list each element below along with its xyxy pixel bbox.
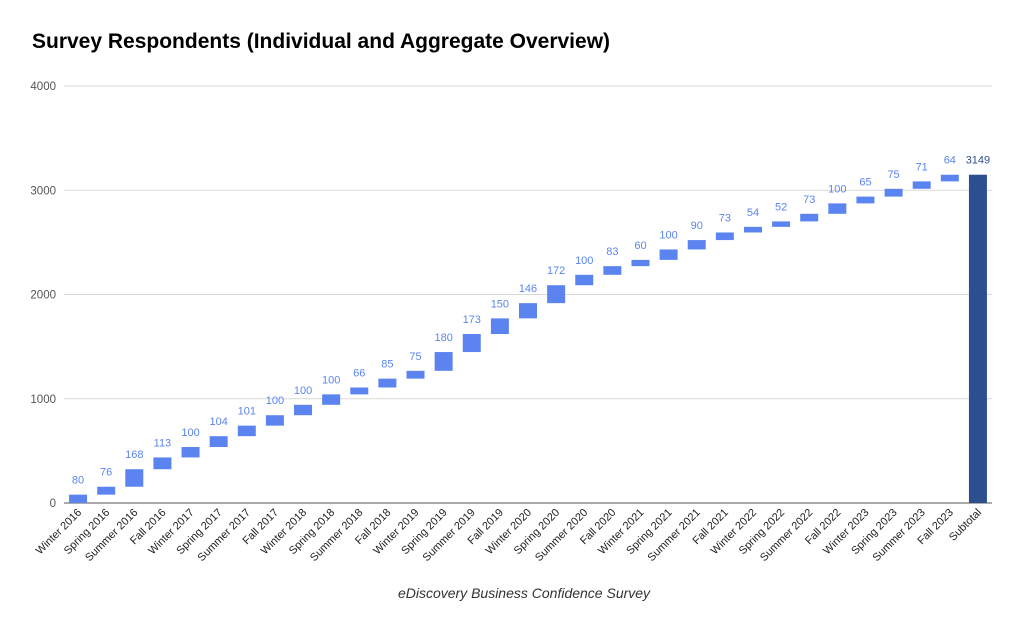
bar — [772, 221, 791, 227]
y-tick-label: 4000 — [30, 81, 56, 93]
data-label: 75 — [887, 169, 899, 181]
bar — [631, 259, 650, 267]
bar — [603, 266, 622, 275]
gridlines: 0 1000 2000 3000 4000 — [30, 81, 992, 510]
bar — [434, 352, 453, 371]
data-label: 172 — [547, 265, 565, 277]
data-label: 100 — [322, 374, 340, 386]
data-label: 73 — [803, 194, 815, 206]
bar — [912, 181, 931, 189]
data-label: 173 — [463, 314, 481, 326]
bar — [237, 425, 256, 437]
data-label: 66 — [353, 367, 365, 379]
bar — [715, 232, 734, 241]
bar — [69, 494, 88, 503]
bar — [97, 486, 116, 495]
bar — [519, 303, 537, 319]
bar — [800, 213, 819, 222]
data-label: 60 — [634, 240, 646, 252]
data-label: 113 — [154, 437, 172, 449]
bar — [687, 240, 706, 250]
bar — [294, 404, 313, 416]
bar — [884, 188, 903, 197]
data-label: 146 — [519, 283, 537, 295]
data-label: 100 — [828, 183, 846, 195]
bar — [406, 370, 425, 379]
bar — [462, 334, 481, 353]
y-tick-label: 1000 — [30, 394, 56, 406]
data-label: 100 — [294, 385, 312, 397]
bar — [378, 378, 397, 388]
bar — [209, 436, 228, 448]
chart-title: Survey Respondents (Individual and Aggre… — [32, 30, 611, 53]
data-label: 54 — [747, 207, 759, 219]
y-tick-label: 2000 — [30, 290, 56, 302]
bar — [659, 249, 678, 260]
bar — [575, 274, 594, 286]
data-label: 83 — [606, 246, 618, 258]
data-label: 64 — [944, 155, 956, 167]
data-label: 100 — [659, 229, 677, 241]
data-label: 180 — [434, 332, 452, 344]
data-label: 100 — [575, 255, 593, 267]
data-label: 100 — [266, 395, 284, 407]
data-label: 150 — [491, 298, 509, 310]
data-label: 104 — [209, 416, 227, 428]
bar — [547, 285, 566, 304]
bar — [743, 226, 762, 233]
data-label: 80 — [72, 475, 84, 487]
x-axis-title: eDiscovery Business Confidence Survey — [398, 585, 651, 601]
bars — [69, 174, 987, 504]
data-label: 100 — [181, 427, 199, 439]
bar — [940, 174, 959, 182]
data-label: 90 — [691, 220, 703, 232]
data-label: 3149 — [966, 155, 990, 167]
total-bar — [968, 174, 987, 504]
y-tick-label: 3000 — [30, 185, 56, 197]
bar — [265, 415, 284, 426]
bar — [856, 196, 875, 204]
data-label: 101 — [238, 406, 256, 418]
y-tick-label: 0 — [50, 498, 56, 510]
bar — [490, 318, 509, 335]
data-label: 76 — [100, 467, 112, 479]
data-label: 71 — [916, 161, 928, 173]
data-label: 65 — [859, 177, 871, 189]
data-labels: 80 76 168 113 100 104 101 100 100 100 66 85 75 180 173… — [72, 155, 990, 487]
data-label: 168 — [125, 449, 143, 461]
bar — [322, 394, 341, 405]
data-label: 52 — [775, 201, 787, 213]
data-label: 85 — [381, 359, 393, 371]
data-label: 73 — [719, 212, 731, 224]
bar — [181, 447, 200, 458]
bar — [125, 469, 144, 487]
bar — [350, 387, 369, 395]
bar — [153, 457, 172, 470]
bar — [828, 203, 847, 214]
data-label: 75 — [409, 351, 421, 363]
